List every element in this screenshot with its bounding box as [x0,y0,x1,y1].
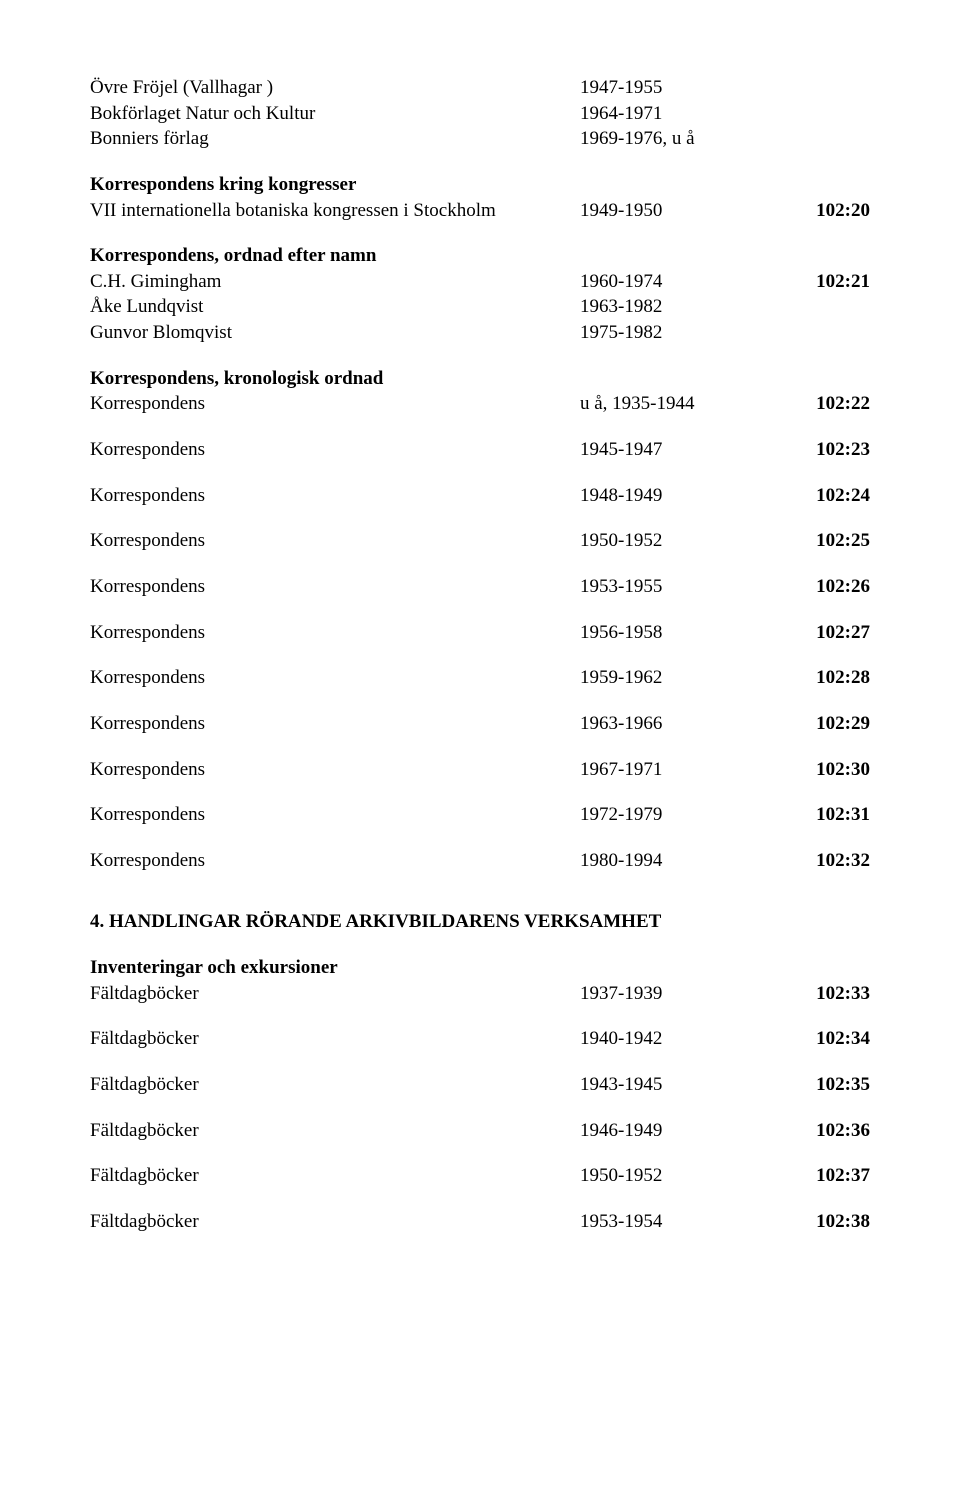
row-right: 102:20 [780,198,870,224]
row-mid: 1963-1982 [580,294,780,320]
row-left: Övre Fröjel (Vallhagar ) [90,75,580,101]
row-left: VII internationella botaniska kongressen… [90,198,580,224]
section-header: Korrespondens, kronologisk ordnad [90,366,870,392]
row-left: Korrespondens [90,665,580,691]
row-left: Fältdagböcker [90,1163,580,1189]
row-mid: 1964-1971 [580,101,780,127]
row-left: Korrespondens [90,574,580,600]
row: Korrespondens1956-1958102:27 [90,620,870,646]
row: Korrespondens1948-1949102:24 [90,483,870,509]
row-right: 102:23 [780,437,870,463]
row: Fältdagböcker 1937-1939 102:33 [90,981,870,1007]
row-right: 102:22 [780,391,870,417]
row-left: Fältdagböcker [90,981,580,1007]
row-right: 102:29 [780,711,870,737]
row-right: 102:31 [780,802,870,828]
row-mid: 1943-1945 [580,1072,780,1098]
row-mid: 1972-1979 [580,802,780,828]
row-right: 102:27 [780,620,870,646]
row-left: Gunvor Blomqvist [90,320,580,346]
row-left: Fältdagböcker [90,1209,580,1235]
row: Fältdagböcker1950-1952102:37 [90,1163,870,1189]
row-mid: 1960-1974 [580,269,780,295]
row-right: 102:26 [780,574,870,600]
row-mid: 1975-1982 [580,320,780,346]
row-right: 102:25 [780,528,870,554]
row: Fältdagböcker1953-1954102:38 [90,1209,870,1235]
row-right: 102:28 [780,665,870,691]
row: Övre Fröjel (Vallhagar ) 1947-1955 [90,75,870,101]
row: Korrespondens u å, 1935-1944 102:22 [90,391,870,417]
row-right: 102:35 [780,1072,870,1098]
row-right: 102:21 [780,269,870,295]
row-mid: 1937-1939 [580,981,780,1007]
row-mid: u å, 1935-1944 [580,391,780,417]
row: Korrespondens1980-1994102:32 [90,848,870,874]
row: Fältdagböcker1940-1942102:34 [90,1026,870,1052]
row-right: 102:38 [780,1209,870,1235]
row-mid: 1946-1949 [580,1118,780,1144]
row-left: Korrespondens [90,391,580,417]
row-mid: 1950-1952 [580,528,780,554]
row-mid: 1969-1976, u å [580,126,780,152]
row-left: Fältdagböcker [90,1026,580,1052]
row: Korrespondens1967-1971102:30 [90,757,870,783]
row: VII internationella botaniska kongressen… [90,198,870,224]
row: Korrespondens1972-1979102:31 [90,802,870,828]
row-mid: 1953-1954 [580,1209,780,1235]
row-left: C.H. Gimingham [90,269,580,295]
row-left: Korrespondens [90,437,580,463]
row-left: Korrespondens [90,711,580,737]
row-left: Korrespondens [90,620,580,646]
row-right: 102:32 [780,848,870,874]
row-left: Korrespondens [90,802,580,828]
row: Bonniers förlag 1969-1976, u å [90,126,870,152]
row-mid: 1959-1962 [580,665,780,691]
row-right: 102:34 [780,1026,870,1052]
row-left: Bonniers förlag [90,126,580,152]
row-mid: 1953-1955 [580,574,780,600]
main-section-header: 4. HANDLINGAR RÖRANDE ARKIVBILDARENS VER… [90,909,870,935]
row-left: Korrespondens [90,757,580,783]
row: Gunvor Blomqvist 1975-1982 [90,320,870,346]
row: C.H. Gimingham 1960-1974 102:21 [90,269,870,295]
row-mid: 1950-1952 [580,1163,780,1189]
section-header: Korrespondens, ordnad efter namn [90,243,870,269]
row-mid: 1945-1947 [580,437,780,463]
row-right: 102:33 [780,981,870,1007]
row-left: Korrespondens [90,848,580,874]
row-mid: 1947-1955 [580,75,780,101]
row: Korrespondens1959-1962102:28 [90,665,870,691]
row: Korrespondens1963-1966102:29 [90,711,870,737]
row-right: 102:24 [780,483,870,509]
row-mid: 1980-1994 [580,848,780,874]
row: Fältdagböcker1943-1945102:35 [90,1072,870,1098]
row-right: 102:36 [780,1118,870,1144]
row-left: Korrespondens [90,483,580,509]
row-left: Åke Lundqvist [90,294,580,320]
row-left: Fältdagböcker [90,1118,580,1144]
row-mid: 1963-1966 [580,711,780,737]
row: Bokförlaget Natur och Kultur 1964-1971 [90,101,870,127]
row-mid: 1948-1949 [580,483,780,509]
row-right: 102:30 [780,757,870,783]
row: Åke Lundqvist 1963-1982 [90,294,870,320]
row: Korrespondens1945-1947102:23 [90,437,870,463]
row-left: Fältdagböcker [90,1072,580,1098]
row: Korrespondens1953-1955102:26 [90,574,870,600]
section-header: Inventeringar och exkursioner [90,955,870,981]
row-mid: 1940-1942 [580,1026,780,1052]
row-left: Bokförlaget Natur och Kultur [90,101,580,127]
row: Fältdagböcker1946-1949102:36 [90,1118,870,1144]
section-header: Korrespondens kring kongresser [90,172,870,198]
row: Korrespondens1950-1952102:25 [90,528,870,554]
row-mid: 1949-1950 [580,198,780,224]
row-mid: 1967-1971 [580,757,780,783]
row-right: 102:37 [780,1163,870,1189]
row-left: Korrespondens [90,528,580,554]
row-mid: 1956-1958 [580,620,780,646]
